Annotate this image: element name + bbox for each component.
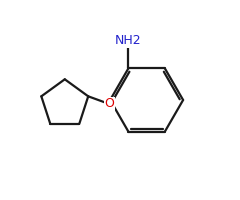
Text: O: O	[104, 97, 114, 110]
Text: NH2: NH2	[115, 34, 142, 47]
